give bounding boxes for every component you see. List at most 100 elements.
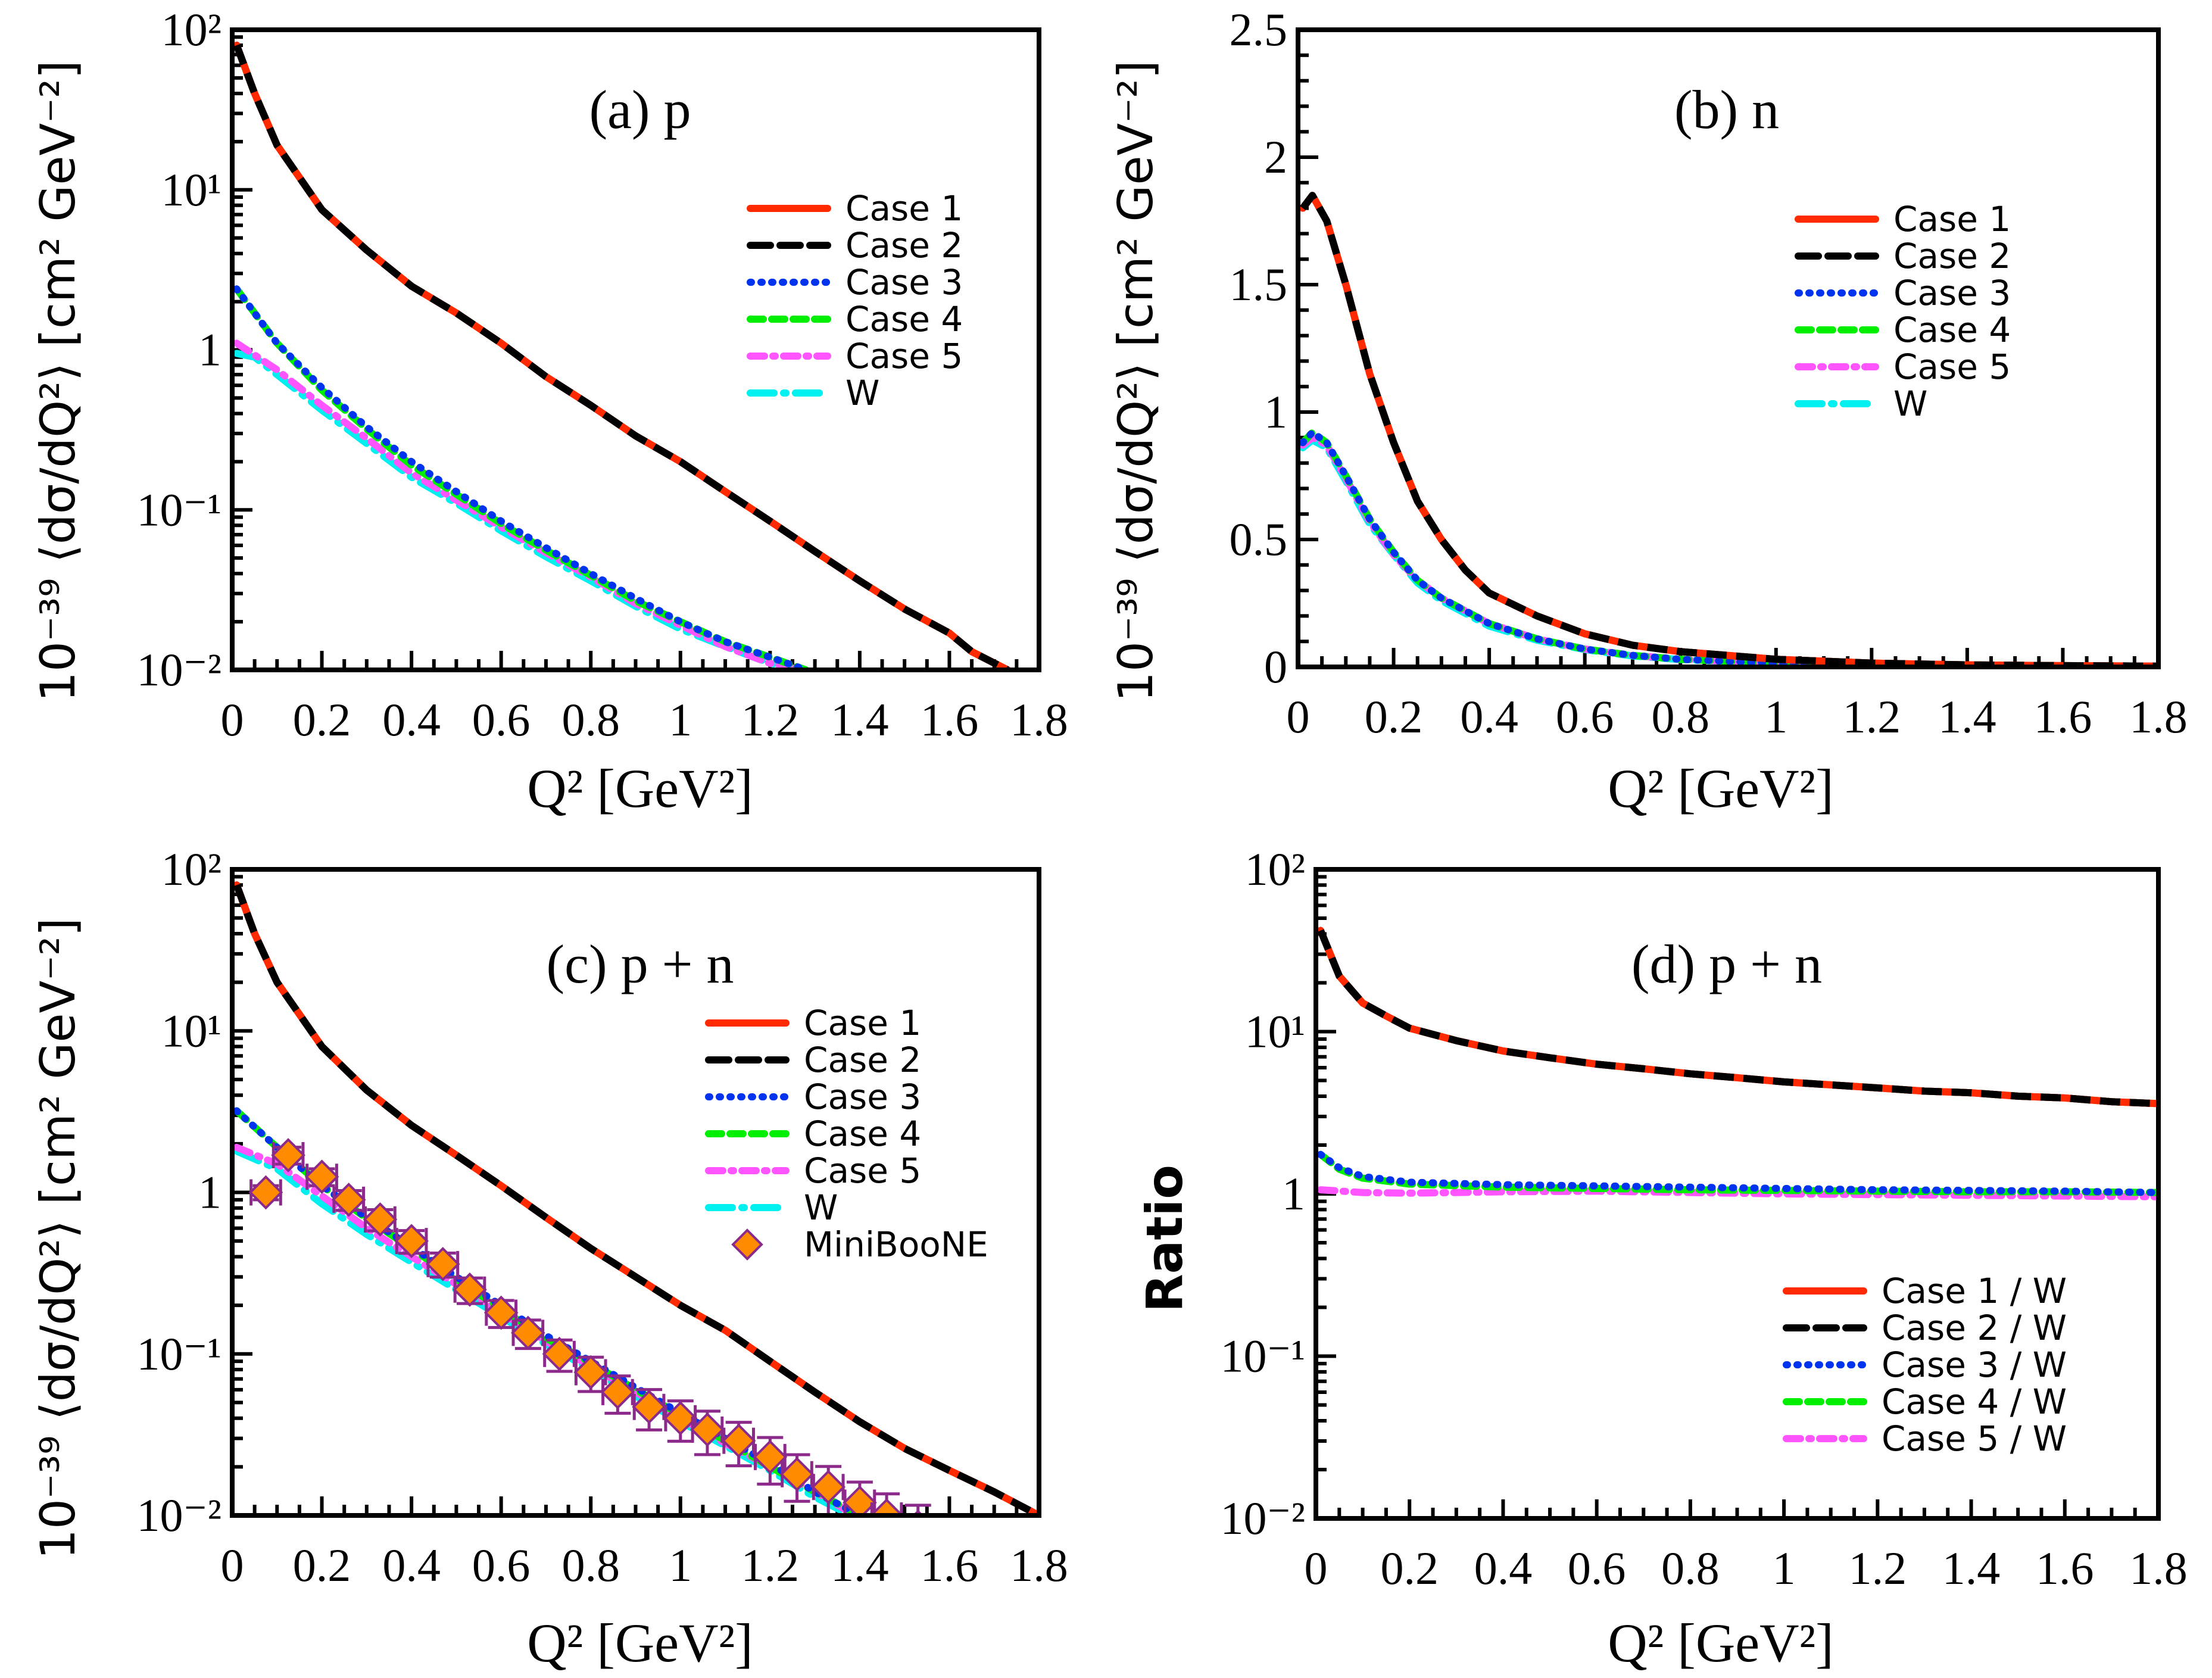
x-axis-title: Q² [GeV²] [527,1612,753,1673]
y-axis-title: 10⁻³⁹ ⟨dσ/dQ²⟩ [cm² GeV⁻²] [30,918,86,1560]
legend-item: Case 5 [1795,347,2011,387]
y-tick-label: 10⁻² [136,1489,221,1541]
data-point [453,1272,487,1307]
series-line-case-4-w [1316,1150,2158,1196]
x-tick-label: 0.6 [1568,1542,1626,1594]
x-tick-label: 0.8 [561,1539,620,1591]
x-tick-label: 1.4 [831,1539,889,1591]
legend-label: Case 1 [1893,199,2011,239]
y-tick-label: 2.5 [1230,4,1288,55]
legend-label: MiniBooNE [804,1224,988,1265]
legend-item: Case 4 [705,1114,921,1154]
legend-item: Case 2 [747,225,963,266]
diamond-marker [363,1202,398,1237]
y-tick-label: 10² [1245,843,1305,895]
legend-label: Case 5 [846,336,963,376]
legend-label: W [846,373,879,413]
diamond-marker [811,1470,846,1505]
data-point [869,1492,904,1515]
series-line-case-5 [1299,433,2158,667]
x-tick-label: 0.2 [293,1539,351,1591]
x-tick-label: 0.2 [293,694,351,746]
diamond-marker [394,1224,429,1258]
panel-title: (a) p [589,79,691,140]
y-axis-title: 10⁻³⁹ ⟨dσ/dQ²⟩ [cm² GeV⁻²] [1108,60,1163,702]
legend-label: Case 1 / W [1882,1271,2067,1311]
legend-label: W [1893,383,1927,424]
legend-item: Case 1 / W [1783,1271,2067,1311]
plot-frame [230,27,1041,672]
series-line-case-3-w [1316,1150,2158,1196]
y-tick-label: 10⁻¹ [1220,1330,1305,1382]
legend-item: Case 1 [1795,199,2011,239]
legend-label: Case 3 [846,262,963,302]
x-tick-label: 0.6 [1556,691,1614,743]
x-tick-label: 1.6 [921,1539,979,1591]
x-tick-label: 1.8 [2129,691,2188,743]
diamond-marker [843,1485,877,1515]
x-tick-label: 0.8 [561,694,620,746]
legend-item: Case 5 [747,336,963,376]
legend-label: Case 2 [804,1040,921,1080]
x-tick-label: 1 [669,694,692,746]
x-tick-label: 1 [669,1539,692,1591]
x-tick-label: 1.8 [1010,1539,1068,1591]
data-point [843,1480,877,1515]
y-tick-label: 10⁻² [136,644,221,695]
series-line-case-1 [1300,192,2158,667]
x-tick-label: 1.4 [1942,1542,2001,1594]
legend-label: Case 2 [846,225,963,266]
data-point [600,1374,635,1415]
x-tick-label: 0 [1287,691,1310,743]
diamond-marker [753,1440,788,1474]
legend-label: Case 2 [1893,236,2011,276]
x-tick-label: 0.2 [1380,1542,1439,1594]
y-tick-label: 1 [198,324,221,376]
y-tick-label: 0 [1264,641,1287,693]
x-tick-label: 1.2 [1843,691,1901,743]
diamond-marker [721,1423,756,1458]
legend-item: Case 3 [747,262,963,302]
x-tick-label: 0.4 [1460,691,1518,743]
series-line-case-3 [1299,429,2158,667]
y-tick-label: 1 [198,1167,221,1218]
legend-label: Case 1 [846,188,963,229]
data-point [542,1336,577,1373]
diamond-marker [248,1175,283,1210]
x-tick-label: 1.8 [1010,694,1068,746]
panel-title: (b) n [1674,79,1779,140]
legend-label: Case 4 [804,1114,921,1154]
diamond-marker [573,1355,609,1390]
data-point [753,1436,788,1486]
data-point [779,1453,815,1503]
series-line-case-3 [233,285,810,670]
y-tick-label: 10² [161,4,221,55]
data-point [331,1183,366,1217]
plot-frame [1314,867,2161,1521]
series-line-case-2-w [1317,929,2158,1108]
legend-item: Case 1 [705,1003,921,1043]
x-tick-label: 1.6 [2036,1542,2094,1594]
diamond-marker [632,1389,666,1424]
series-line-case-2 [1300,192,2158,667]
panel-c: (c) p + n 10⁻³⁹ ⟨dσ/dQ²⟩ [cm² GeV⁻²] Q² … [30,843,1068,1673]
diamond-marker [483,1295,519,1330]
legend-item: Case 2 / W [1783,1308,2067,1348]
series-line-case-2 [233,43,1010,670]
y-tick-label: 10⁻¹ [136,484,221,535]
y-tick-label: 0.5 [1230,513,1288,565]
x-tick-label: 1.4 [1938,691,1996,743]
series-line-case-4 [1299,429,2158,667]
legend-label: Case 1 [804,1003,921,1043]
legend-item: Case 4 / W [1783,1381,2067,1422]
legend-item: MiniBooNE [731,1224,988,1265]
series-line-case-2 [233,884,1039,1515]
diamond-marker [425,1247,460,1281]
x-tick-label: 0 [221,694,244,746]
diamond-marker [869,1498,904,1515]
legend-label: Case 3 [804,1077,921,1117]
diamond-marker [542,1336,577,1371]
x-tick-label: 1 [1773,1542,1796,1594]
